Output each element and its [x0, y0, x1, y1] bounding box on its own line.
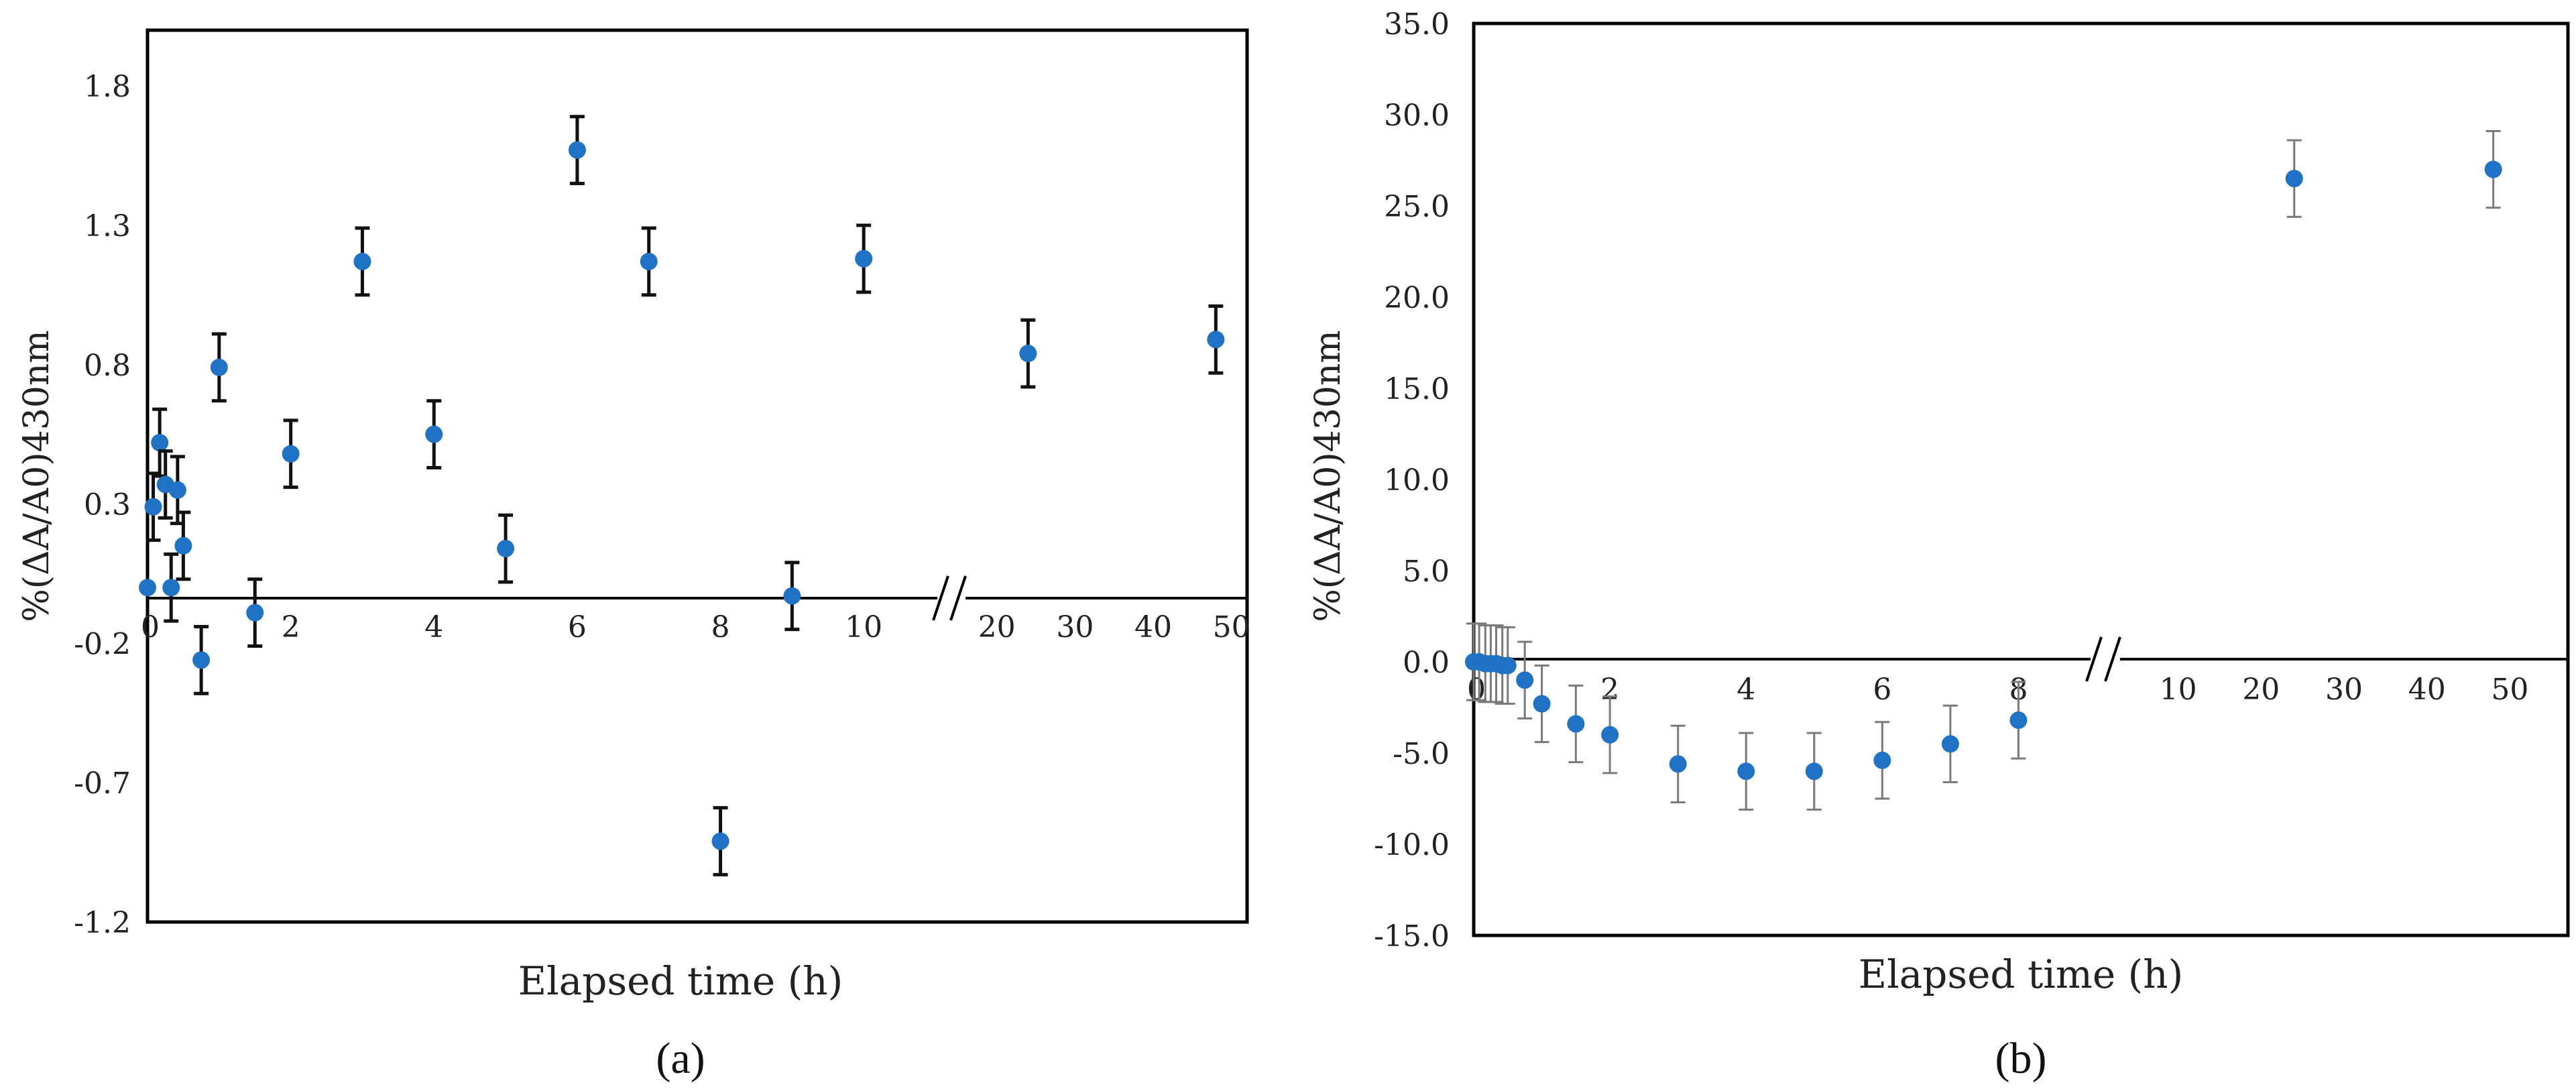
axis-break-b	[2085, 636, 2121, 682]
axis-break-a	[932, 575, 967, 621]
panel-a: 1.8 1.3 0.8 0.3 -0.2 -0.7 -1.2 0 2 4 6 8 10 20 30 40 50…	[17, 28, 1250, 1083]
x-tick-label-a: 4	[424, 610, 443, 644]
plot-frame-a	[145, 28, 1249, 924]
data-point-b	[2484, 160, 2502, 178]
data-point-a	[640, 252, 658, 270]
data-point-a	[282, 445, 300, 463]
y-tick-label-a: 0.3	[84, 488, 131, 522]
x-tick-label-a: 2	[282, 610, 300, 644]
x-axis-label-a: Elapsed time (h)	[518, 958, 843, 1004]
data-point-a	[139, 579, 156, 597]
data-point-b	[1567, 715, 1585, 733]
data-point-a	[783, 587, 801, 605]
data-point-a	[353, 252, 371, 270]
panel-label-b: (b)	[1995, 1034, 2047, 1083]
y-axis-label-b: %(ΔA/A0)430nm	[1308, 330, 1348, 622]
data-point-a	[711, 832, 729, 850]
y-tick-label-a: 0.8	[84, 349, 131, 383]
data-point-b	[1941, 735, 1959, 753]
x-tick-labels-a: 0 2 4 6 8 10 20 30 40 50	[141, 610, 1250, 644]
x-tick-label-b: 30	[2325, 673, 2363, 707]
x-tick-label-b: 50	[2491, 673, 2528, 707]
data-point-a	[174, 536, 192, 555]
data-point-a	[425, 425, 443, 443]
data-point-a	[497, 540, 515, 558]
x-tick-label-b: 4	[1737, 673, 1755, 707]
x-tick-labels-b: 0 2 4 6 8 10 20 30 40 50	[1467, 673, 2528, 707]
y-tick-label-a: -0.7	[74, 766, 131, 801]
data-point-a	[1207, 331, 1225, 349]
data-point-a	[144, 498, 162, 516]
y-tick-label-a: 1.3	[84, 209, 131, 243]
y-axis-label-a: %(ΔA/A0)430nm	[17, 330, 57, 622]
x-tick-label-b: 40	[2408, 673, 2446, 707]
y-tick-label-a: 1.8	[84, 70, 131, 104]
x-axis-label-b: Elapsed time (h)	[1859, 952, 2183, 997]
data-point-b	[1516, 671, 1534, 689]
x-tick-label-a: 6	[568, 610, 587, 644]
y-tick-label-b: 10.0	[1384, 463, 1450, 498]
y-tick-label-a: -1.2	[74, 906, 131, 940]
y-tick-label-b: -15.0	[1374, 919, 1450, 954]
data-point-b	[1533, 695, 1551, 713]
y-tick-label-a: -0.2	[74, 627, 131, 661]
data-point-a	[162, 579, 180, 597]
y-tick-label-b: 25.0	[1384, 190, 1450, 224]
data-points-a	[139, 115, 1225, 876]
x-tick-label-a: 8	[711, 610, 730, 644]
y-tick-label-b: 35.0	[1384, 7, 1450, 42]
data-point-a	[192, 651, 211, 669]
data-point-a	[1019, 345, 1037, 363]
x-tick-label-a: 20	[978, 610, 1016, 644]
x-tick-label-a: 50	[1213, 610, 1250, 644]
x-tick-label-b: 10	[2160, 673, 2197, 707]
x-tick-label-a: 0	[141, 610, 160, 644]
data-point-b	[1601, 726, 1619, 744]
data-point-b	[1669, 755, 1687, 773]
y-tick-label-b: 5.0	[1403, 555, 1450, 589]
data-point-a	[151, 434, 169, 452]
data-point-a	[168, 481, 186, 499]
y-tick-label-b: -5.0	[1393, 737, 1450, 771]
data-point-a	[855, 249, 873, 268]
y-tick-labels-b: 35.0 30.0 25.0 20.0 15.0 10.0 5.0 0.0 -5.0 -10.0 -…	[1374, 7, 1450, 954]
data-point-a	[246, 604, 264, 622]
plot-frame-b	[1472, 21, 2570, 937]
data-point-b	[2009, 711, 2028, 730]
data-point-b	[1499, 656, 1517, 675]
data-point-b	[1873, 751, 1891, 769]
panel-label-a: (a)	[656, 1034, 705, 1083]
panel-b: 35.0 30.0 25.0 20.0 15.0 10.0 5.0 0.0 -5.0 -10.0 -…	[1308, 7, 2570, 1083]
y-tick-label-b: -10.0	[1374, 828, 1450, 862]
x-tick-label-b: 20	[2242, 673, 2280, 707]
x-tick-label-a: 40	[1134, 610, 1172, 644]
y-tick-label-b: 0.0	[1403, 646, 1450, 680]
x-tick-label-a: 10	[845, 610, 882, 644]
y-tick-label-b: 15.0	[1384, 372, 1450, 406]
data-point-a	[210, 358, 228, 376]
data-point-b	[1737, 762, 1755, 781]
data-point-a	[568, 141, 586, 159]
data-point-b	[2285, 170, 2303, 188]
x-tick-label-b: 6	[1873, 673, 1891, 707]
x-tick-label-a: 30	[1056, 610, 1094, 644]
y-tick-labels-a: 1.8 1.3 0.8 0.3 -0.2 -0.7 -1.2	[74, 70, 131, 940]
data-points-b	[1465, 129, 2502, 811]
y-tick-label-b: 30.0	[1384, 99, 1450, 133]
data-point-b	[1805, 762, 1823, 781]
y-tick-label-b: 20.0	[1384, 281, 1450, 315]
